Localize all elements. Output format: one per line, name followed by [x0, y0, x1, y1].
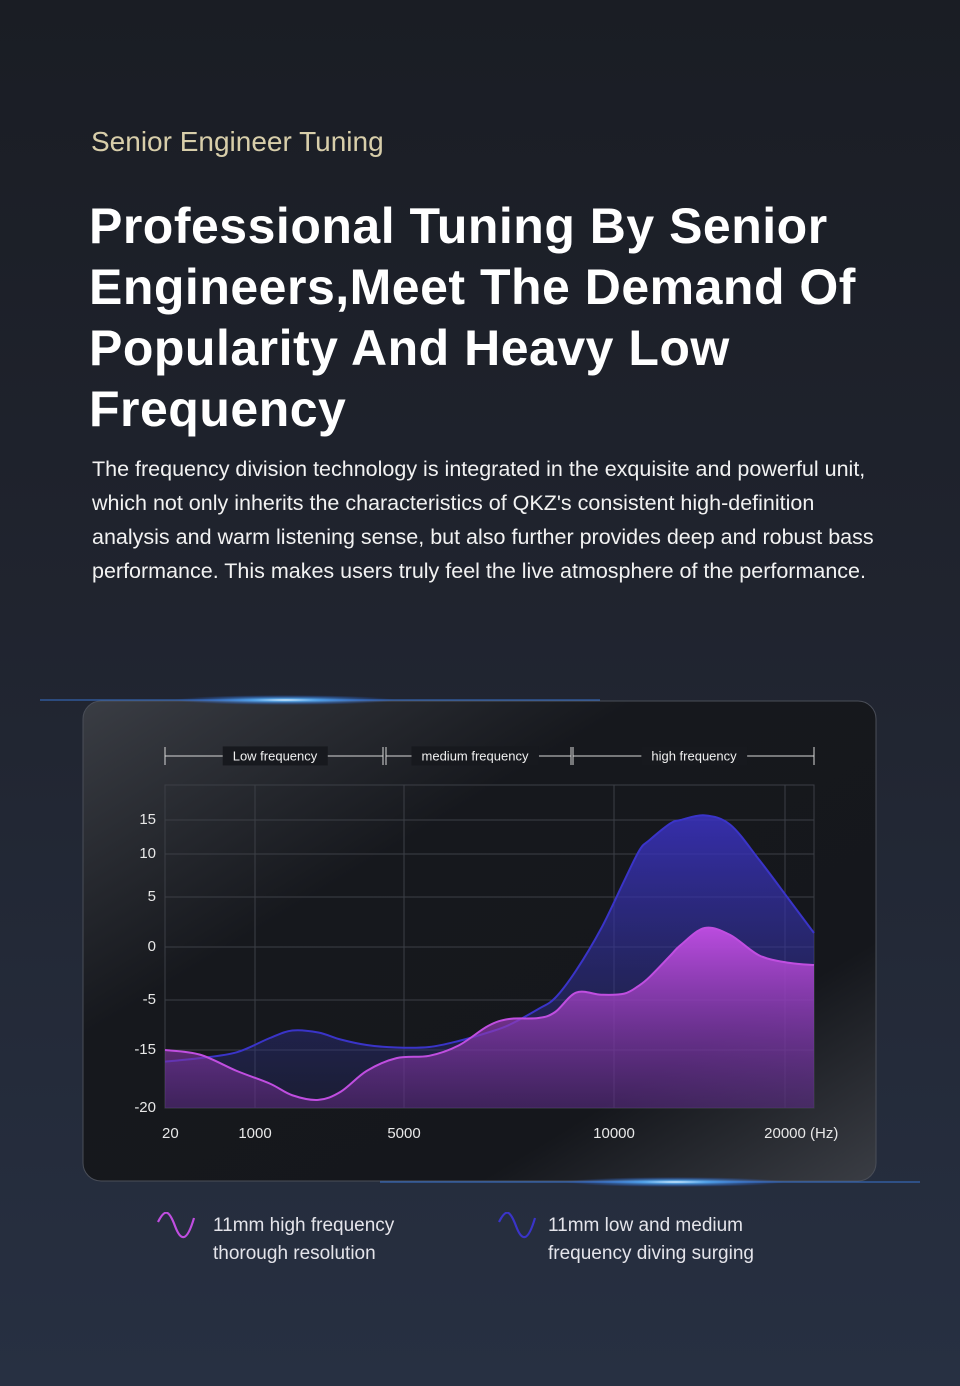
x-tick-label: 10000 [593, 1125, 635, 1142]
headline: Professional Tuning By Senior Engineers,… [89, 198, 856, 437]
glow [175, 695, 395, 705]
y-tick-label: -15 [134, 1041, 156, 1058]
legend-entry: 11mm high frequency thorough resolution [213, 1215, 395, 1264]
y-tick-label: 10 [139, 845, 156, 862]
glow [565, 1177, 785, 1187]
band-label-bg [641, 746, 748, 766]
x-axis-label: (Hz) [810, 1125, 838, 1142]
plot: -20 -15 -5 0 5 10 15 20 1000 5000 10000 20000 (Hz) Lo… [134, 746, 838, 1142]
y-tick-label: 0 [148, 938, 156, 955]
legend-icon [498, 1212, 537, 1239]
body-text: The frequency division technology is int… [92, 457, 874, 583]
band-label: Low frequency [233, 748, 318, 763]
band-label: medium frequency [422, 748, 529, 763]
legend-wave [498, 1212, 537, 1239]
legend-icon [157, 1212, 196, 1239]
band-label-bg [411, 746, 539, 766]
eyebrow: Senior Engineer Tuning [91, 126, 384, 157]
series-line [164, 926, 815, 1101]
legend-wave [157, 1212, 196, 1239]
band-label-bg [222, 746, 328, 766]
series-line [164, 814, 815, 1063]
area-fill [165, 927, 814, 1108]
y-tick-label: 15 [139, 811, 156, 828]
x-tick-label: 20000 [764, 1125, 806, 1142]
legend-entry: 11mm low and medium frequency diving sur… [548, 1215, 754, 1264]
y-tick-label: -5 [143, 991, 156, 1008]
x-tick-label: 5000 [387, 1125, 420, 1142]
y-tick-label: 5 [148, 888, 156, 905]
band-label: high frequency [651, 748, 737, 763]
x-tick-label: 1000 [238, 1125, 271, 1142]
x-tick-label: 20 [162, 1125, 179, 1142]
y-tick-label: -20 [134, 1099, 156, 1116]
